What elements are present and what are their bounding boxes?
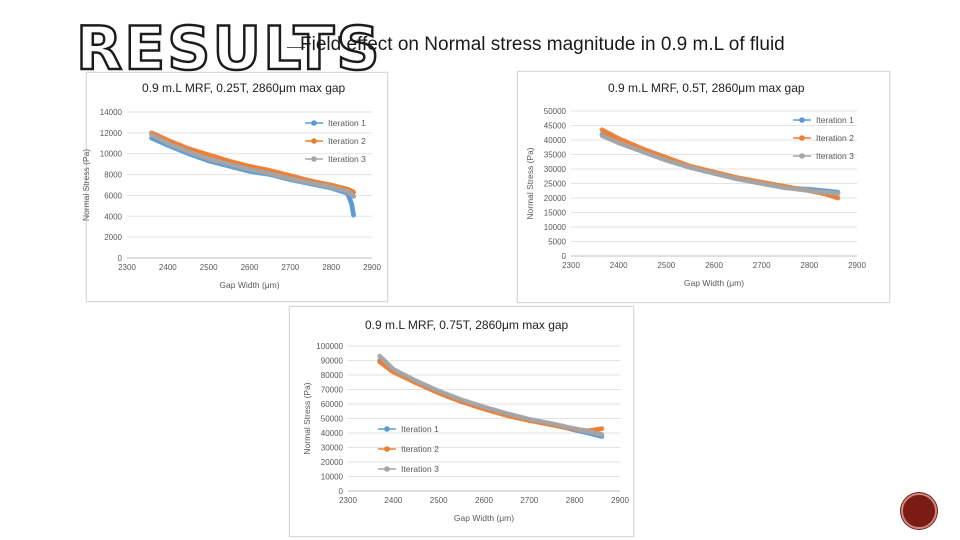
- y-tick-label: 12000: [100, 129, 123, 138]
- legend-swatch-marker: [799, 117, 805, 123]
- y-tick-label: 6000: [104, 191, 122, 200]
- chart-title: 0.9 m.L MRF, 0.5T, 2860μm max gap: [608, 81, 805, 95]
- series-line: [379, 361, 602, 432]
- y-tick-label: 60000: [321, 400, 344, 409]
- x-tick-label: 2600: [705, 261, 723, 270]
- y-axis-label: Normal Stress (Pa): [525, 147, 535, 219]
- y-tick-label: 20000: [321, 458, 344, 467]
- x-tick-label: 2900: [848, 261, 866, 270]
- x-tick-label: 2900: [611, 496, 629, 505]
- chart-025t: 0 2000 4000 6000 8000 10000 12000 14000 2300 2400…: [81, 108, 381, 290]
- y-tick-label: 100000: [316, 342, 343, 351]
- y-tick-label: 8000: [104, 171, 122, 180]
- chart-panel-025t: 0.9 m.L MRF, 0.25T, 2860μm max gap 0 2000…: [81, 72, 388, 302]
- y-tick-label: 80000: [321, 371, 344, 380]
- legend-label: Iteration 2: [401, 444, 439, 454]
- y-tick-label: 30000: [544, 165, 567, 174]
- data-point: [835, 195, 841, 201]
- legend-swatch-marker: [384, 466, 390, 472]
- legend-swatch-marker: [311, 138, 317, 144]
- x-axis-label: Gap Width (μm): [219, 280, 279, 290]
- y-tick-label: 10000: [321, 473, 344, 482]
- y-axis-label: Normal Stress (Pa): [302, 382, 312, 454]
- legend-label: Iteration 2: [328, 136, 366, 146]
- x-tick-label: 2800: [322, 263, 340, 272]
- y-tick-label: 10000: [100, 150, 123, 159]
- data-point: [835, 191, 841, 197]
- y-tick-label: 0: [118, 254, 123, 263]
- chart-title: 0.9 m.L MRF, 0.75T, 2860μm max gap: [365, 318, 569, 332]
- heading-divider: [287, 47, 305, 48]
- legend-label: Iteration 2: [816, 133, 854, 143]
- x-tick-label: 2700: [753, 261, 771, 270]
- data-point: [351, 212, 356, 218]
- chart-075t: 0 10000 20000 30000 40000 50000 60000 70000 8000…: [302, 342, 629, 523]
- slide-subtitle: Field effect on Normal stress magnitude …: [300, 34, 785, 55]
- x-tick-label: 2600: [241, 263, 259, 272]
- x-tick-label: 2900: [363, 263, 381, 272]
- y-axis-label: Normal Stress (Pa): [81, 149, 91, 221]
- y-tick-label: 45000: [544, 122, 567, 131]
- y-tick-label: 50000: [544, 107, 567, 116]
- x-tick-label: 2500: [657, 261, 675, 270]
- y-tick-label: 50000: [321, 415, 344, 424]
- y-tick-label: 14000: [100, 108, 123, 117]
- y-tick-label: 2000: [104, 233, 122, 242]
- x-tick-label: 2800: [800, 261, 818, 270]
- x-tick-label: 2300: [118, 263, 136, 272]
- chart-panel-075t: 0.9 m.L MRF, 0.75T, 2860μm max gap 0 1000…: [289, 306, 634, 537]
- legend-swatch-marker: [311, 120, 317, 126]
- results-heading: RESULTS: [75, 14, 382, 84]
- legend-swatch-marker: [799, 153, 805, 159]
- legend-swatch-marker: [799, 135, 805, 141]
- y-tick-label: 70000: [321, 386, 344, 395]
- data-point: [599, 432, 605, 437]
- y-tick-label: 25000: [544, 180, 567, 189]
- x-tick-label: 2700: [520, 496, 538, 505]
- page-badge: [901, 493, 937, 529]
- legend-label: Iteration 1: [401, 424, 439, 434]
- x-tick-label: 2500: [200, 263, 218, 272]
- y-tick-label: 4000: [104, 212, 122, 221]
- legend-label: Iteration 3: [816, 151, 854, 161]
- legend-swatch-marker: [384, 446, 390, 452]
- x-tick-label: 2500: [430, 496, 448, 505]
- y-tick-label: 0: [339, 487, 344, 496]
- x-tick-label: 2700: [281, 263, 299, 272]
- x-tick-label: 2300: [339, 496, 357, 505]
- y-tick-label: 20000: [544, 194, 567, 203]
- legend-label: Iteration 1: [816, 115, 854, 125]
- x-axis-label: Gap Width (μm): [684, 278, 744, 288]
- y-tick-label: 40000: [544, 136, 567, 145]
- y-tick-label: 90000: [321, 357, 344, 366]
- x-tick-label: 2800: [566, 496, 584, 505]
- chart-05t: 0 5000 10000 15000 20000 25000 30000 35000 40000…: [525, 107, 866, 288]
- x-tick-label: 2400: [384, 496, 402, 505]
- legend-swatch-marker: [384, 426, 390, 432]
- data-point: [599, 426, 605, 432]
- chart-panel-05t: 0.9 m.L MRF, 0.5T, 2860μm max gap 0 5000 1…: [517, 71, 890, 303]
- legend-label: Iteration 3: [401, 464, 439, 474]
- legend-label: Iteration 3: [328, 154, 366, 164]
- x-axis-label: Gap Width (μm): [454, 513, 514, 523]
- y-tick-label: 5000: [548, 238, 566, 247]
- data-point: [351, 194, 356, 199]
- y-tick-label: 40000: [321, 429, 344, 438]
- x-tick-label: 2600: [475, 496, 493, 505]
- y-tick-label: 15000: [544, 209, 567, 218]
- x-tick-label: 2300: [562, 261, 580, 270]
- legend-label: Iteration 1: [328, 118, 366, 128]
- y-tick-label: 30000: [321, 444, 344, 453]
- x-tick-label: 2400: [610, 261, 628, 270]
- y-tick-label: 10000: [544, 223, 567, 232]
- chart-title: 0.9 m.L MRF, 0.25T, 2860μm max gap: [142, 81, 346, 95]
- y-tick-label: 35000: [544, 151, 567, 160]
- legend-swatch-marker: [311, 156, 317, 162]
- y-tick-label: 0: [562, 252, 567, 261]
- series-line: [379, 355, 603, 435]
- x-tick-label: 2400: [159, 263, 177, 272]
